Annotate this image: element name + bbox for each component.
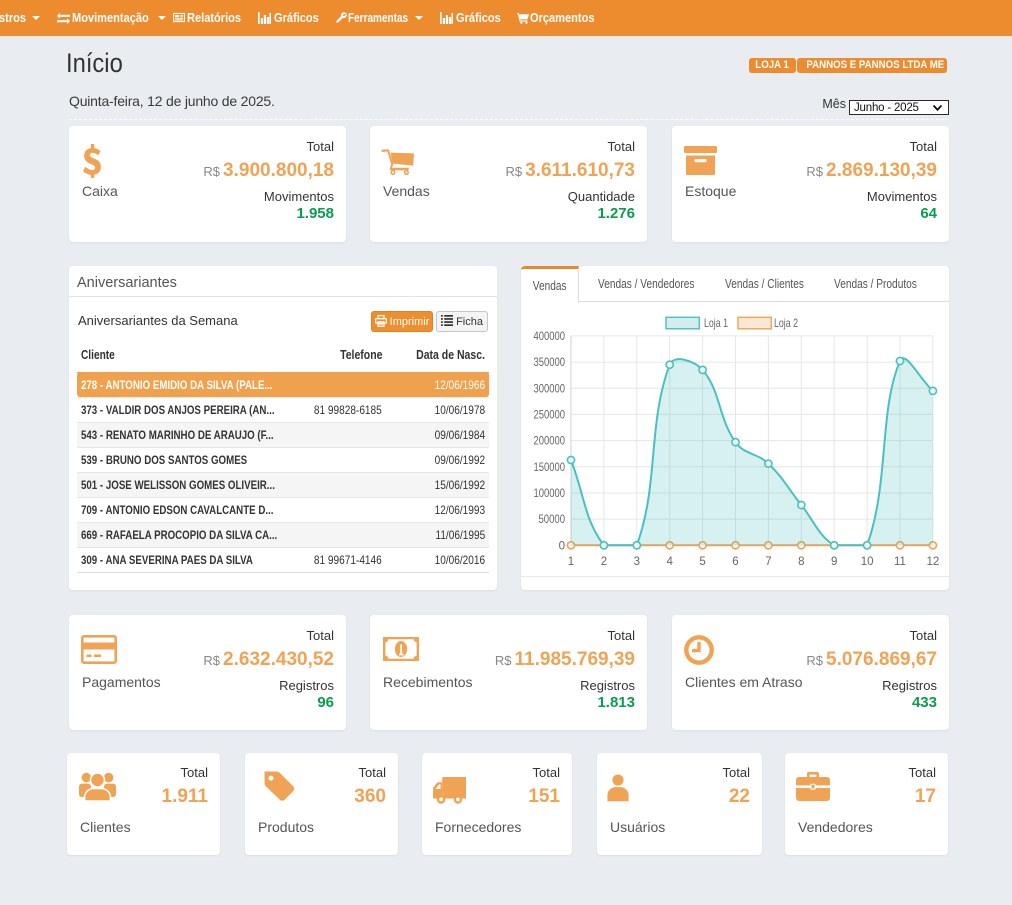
svg-text:10: 10: [861, 556, 874, 568]
svg-text:5: 5: [699, 556, 705, 568]
svg-text:11: 11: [894, 556, 906, 568]
svg-text:4: 4: [666, 556, 673, 568]
svg-text:0: 0: [559, 540, 565, 552]
svg-text:8: 8: [798, 556, 804, 568]
svg-text:1: 1: [568, 556, 574, 568]
svg-text:300000: 300000: [534, 383, 566, 395]
svg-text:50000: 50000: [539, 514, 566, 526]
svg-text:3: 3: [634, 556, 640, 568]
svg-text:9: 9: [831, 556, 837, 568]
svg-text:350000: 350000: [534, 357, 566, 369]
svg-text:200000: 200000: [534, 436, 566, 448]
svg-text:Loja 1: Loja 1: [704, 316, 728, 330]
svg-text:150000: 150000: [534, 462, 566, 474]
svg-text:400000: 400000: [534, 331, 566, 343]
svg-text:12: 12: [927, 556, 940, 568]
svg-text:100000: 100000: [534, 488, 566, 500]
svg-text:6: 6: [732, 556, 738, 568]
svg-text:7: 7: [765, 556, 771, 568]
svg-text:Loja 2: Loja 2: [774, 316, 798, 330]
svg-text:2: 2: [601, 556, 607, 568]
svg-text:250000: 250000: [534, 409, 566, 421]
